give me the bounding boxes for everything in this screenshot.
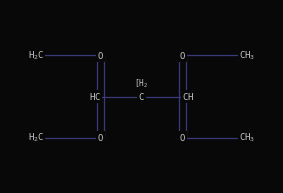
Text: $\mathregular{[H_2}$: $\mathregular{[H_2}$	[134, 78, 149, 90]
Text: $\mathregular{C}$: $\mathregular{C}$	[138, 91, 145, 102]
Text: $\mathregular{H_{2}C}$: $\mathregular{H_{2}C}$	[28, 49, 44, 62]
Text: $\mathregular{CH_{3}}$: $\mathregular{CH_{3}}$	[239, 49, 255, 62]
Text: $\mathregular{O}$: $\mathregular{O}$	[179, 132, 186, 143]
Text: $\mathregular{CH_{3}}$: $\mathregular{CH_{3}}$	[239, 131, 255, 144]
Text: $\mathregular{CH}$: $\mathregular{CH}$	[182, 91, 195, 102]
Text: $\mathregular{H_{2}C}$: $\mathregular{H_{2}C}$	[28, 131, 44, 144]
Text: $\mathregular{O}$: $\mathregular{O}$	[97, 50, 104, 61]
Text: $\mathregular{HC}$: $\mathregular{HC}$	[89, 91, 101, 102]
Text: $\mathregular{O}$: $\mathregular{O}$	[179, 50, 186, 61]
Text: $\mathregular{O}$: $\mathregular{O}$	[97, 132, 104, 143]
